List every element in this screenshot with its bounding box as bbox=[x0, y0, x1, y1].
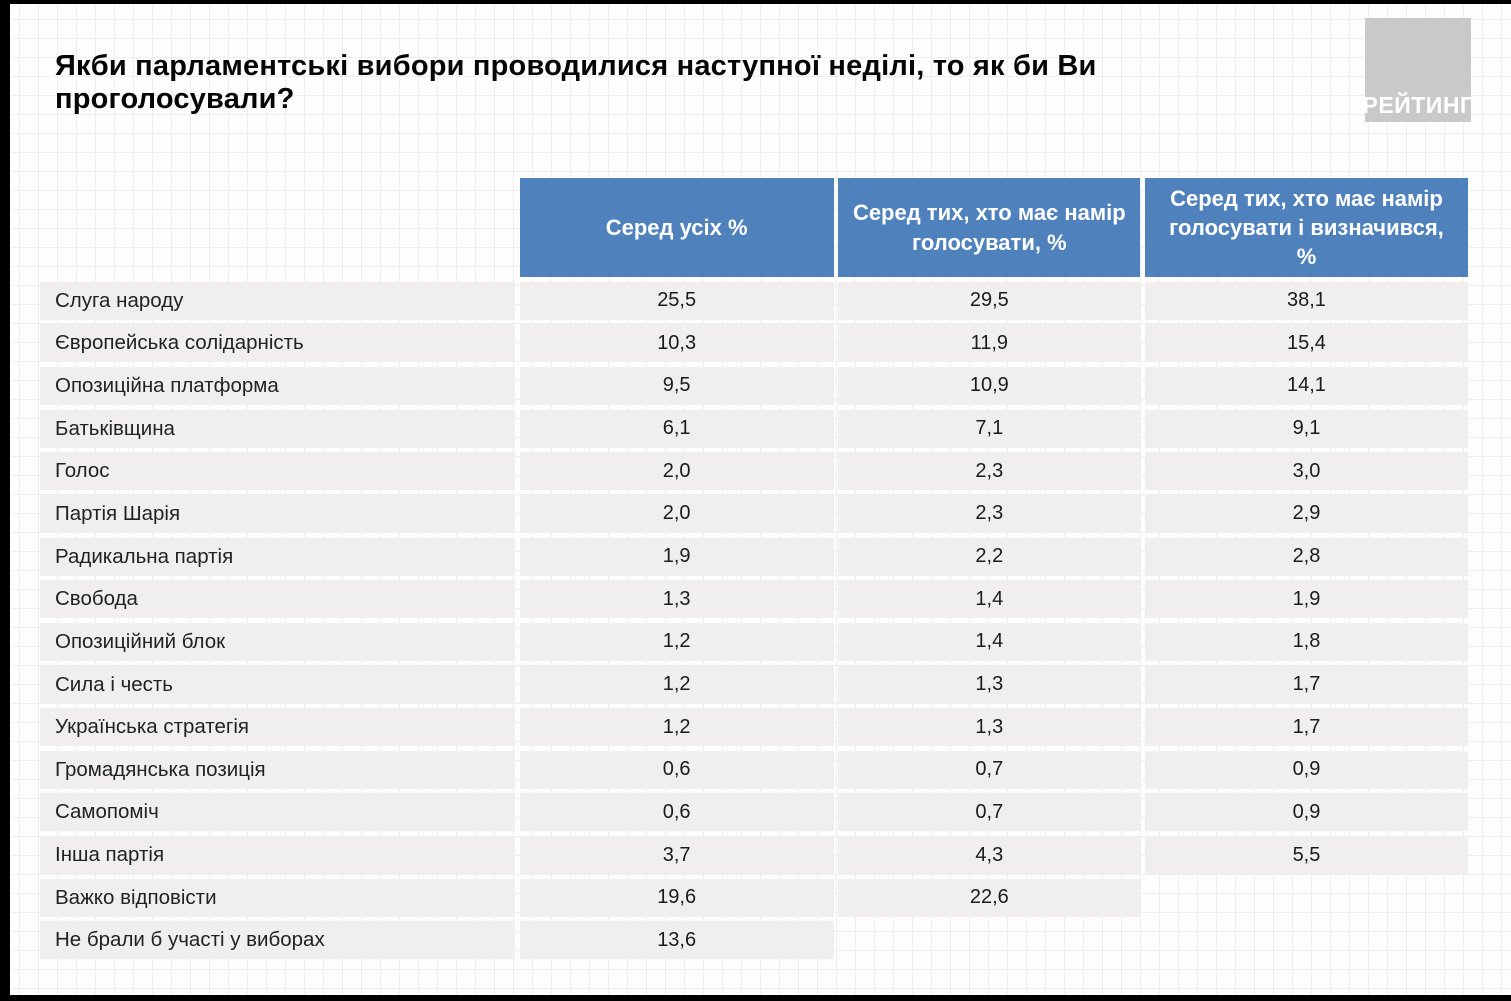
party-name-cell: Батьківщина bbox=[40, 409, 515, 448]
value-cell-intend-to-vote: 22,6 bbox=[838, 878, 1141, 917]
rating-group-logo-text: РЕЙТИНГ bbox=[1362, 92, 1474, 118]
table-row: Інша партія 3,7 4,3 5,5 bbox=[40, 836, 1468, 875]
column-header-among-all: Серед усіх % bbox=[519, 178, 834, 277]
page-title: Якби парламентські вибори проводилися на… bbox=[55, 50, 1097, 115]
value-cell-among-all: 2,0 bbox=[519, 452, 834, 491]
party-name-cell: Опозиційний блок bbox=[40, 622, 515, 661]
value-cell-intend-to-vote: 1,3 bbox=[838, 708, 1141, 747]
value-cell-intend-and-decided: 1,7 bbox=[1144, 665, 1468, 704]
table-row: Батьківщина 6,1 7,1 9,1 bbox=[40, 409, 1468, 448]
table-row: Європейська солідарність 10,3 11,9 15,4 bbox=[40, 324, 1468, 363]
value-cell-intend-to-vote: 1,4 bbox=[838, 580, 1141, 619]
value-cell-intend-to-vote: 2,3 bbox=[838, 494, 1141, 533]
table-row: Українська стратегія 1,2 1,3 1,7 bbox=[40, 708, 1468, 747]
slide-edge-top bbox=[0, 0, 1511, 4]
slide-edge-bottom bbox=[0, 995, 1511, 1001]
party-name-cell: Громадянська позиція bbox=[40, 750, 515, 789]
value-cell-intend-to-vote: 2,3 bbox=[838, 452, 1141, 491]
party-name-cell: Не брали б участі у виборах bbox=[40, 921, 515, 960]
value-cell-among-all: 1,9 bbox=[519, 537, 834, 576]
table-row: Важко відповісти 19,6 22,6 bbox=[40, 878, 1468, 917]
value-cell-among-all: 25,5 bbox=[519, 281, 834, 320]
party-name-cell: Європейська солідарність bbox=[40, 324, 515, 363]
party-name-cell: Інша партія bbox=[40, 836, 515, 875]
value-cell-intend-and-decided: 15,4 bbox=[1144, 324, 1468, 363]
value-cell-intend-and-decided: 14,1 bbox=[1144, 366, 1468, 405]
value-cell-intend-to-vote: 29,5 bbox=[838, 281, 1141, 320]
value-cell-intend-and-decided: 2,8 bbox=[1144, 537, 1468, 576]
value-cell-among-all: 1,2 bbox=[519, 665, 834, 704]
value-cell-among-all: 1,2 bbox=[519, 708, 834, 747]
table-row: Самопоміч 0,6 0,7 0,9 bbox=[40, 793, 1468, 832]
table-row: Не брали б участі у виборах 13,6 bbox=[40, 921, 1468, 960]
table-row: Голос 2,0 2,3 3,0 bbox=[40, 452, 1468, 491]
table-header-row: Серед усіх % Серед тих, хто має намір го… bbox=[40, 178, 1468, 277]
table-row: Партія Шарія 2,0 2,3 2,9 bbox=[40, 494, 1468, 533]
value-cell-intend-to-vote: 4,3 bbox=[838, 836, 1141, 875]
party-name-cell: Слуга народу bbox=[40, 281, 515, 320]
value-cell-intend-and-decided bbox=[1145, 921, 1468, 959]
value-cell-intend-to-vote: 1,4 bbox=[838, 622, 1141, 661]
rating-group-logo: РЕЙТИНГ bbox=[1362, 18, 1474, 122]
value-cell-among-all: 1,3 bbox=[519, 580, 834, 619]
value-cell-intend-to-vote: 10,9 bbox=[838, 366, 1141, 405]
value-cell-intend-and-decided: 2,9 bbox=[1144, 494, 1468, 533]
value-cell-intend-to-vote: 7,1 bbox=[838, 409, 1141, 448]
slide-edge-left bbox=[0, 0, 10, 1001]
value-cell-among-all: 0,6 bbox=[519, 793, 834, 832]
column-header-intend-and-decided: Серед тих, хто має намір голосувати і ви… bbox=[1144, 178, 1468, 277]
value-cell-intend-and-decided: 9,1 bbox=[1144, 409, 1468, 448]
value-cell-among-all: 9,5 bbox=[519, 366, 834, 405]
table-row: Свобода 1,3 1,4 1,9 bbox=[40, 580, 1468, 619]
column-header-intend-to-vote: Серед тих, хто має намір голосувати, % bbox=[838, 178, 1141, 277]
value-cell-among-all: 10,3 bbox=[519, 324, 834, 363]
party-name-cell: Радикальна партія bbox=[40, 537, 515, 576]
value-cell-intend-to-vote bbox=[838, 921, 1140, 959]
party-name-cell: Партія Шарія bbox=[40, 494, 515, 533]
value-cell-intend-and-decided: 3,0 bbox=[1144, 452, 1468, 491]
table-row: Сила і честь 1,2 1,3 1,7 bbox=[40, 665, 1468, 704]
value-cell-intend-and-decided: 1,8 bbox=[1144, 622, 1468, 661]
poll-results-table: Серед усіх % Серед тих, хто має намір го… bbox=[40, 178, 1468, 964]
party-name-cell: Свобода bbox=[40, 580, 515, 619]
party-name-cell: Опозиційна платформа bbox=[40, 366, 515, 405]
value-cell-among-all: 19,6 bbox=[519, 878, 834, 917]
table-row: Громадянська позиція 0,6 0,7 0,9 bbox=[40, 750, 1468, 789]
value-cell-intend-and-decided: 1,7 bbox=[1144, 708, 1468, 747]
table-row: Опозиційна платформа 9,5 10,9 14,1 bbox=[40, 366, 1468, 405]
value-cell-intend-and-decided: 0,9 bbox=[1144, 750, 1468, 789]
party-name-cell: Самопоміч bbox=[40, 793, 515, 832]
value-cell-intend-to-vote: 11,9 bbox=[838, 324, 1141, 363]
value-cell-intend-to-vote: 1,3 bbox=[838, 665, 1141, 704]
value-cell-intend-to-vote: 0,7 bbox=[838, 750, 1141, 789]
table-body: Слуга народу 25,5 29,5 38,1 Європейська … bbox=[40, 281, 1468, 960]
party-name-cell: Українська стратегія bbox=[40, 708, 515, 747]
value-cell-among-all: 2,0 bbox=[519, 494, 834, 533]
table-row: Радикальна партія 1,9 2,2 2,8 bbox=[40, 537, 1468, 576]
value-cell-among-all: 1,2 bbox=[519, 622, 834, 661]
value-cell-intend-and-decided: 1,9 bbox=[1144, 580, 1468, 619]
value-cell-among-all: 13,6 bbox=[519, 921, 834, 960]
table-row: Слуга народу 25,5 29,5 38,1 bbox=[40, 281, 1468, 320]
party-name-cell: Важко відповісти bbox=[40, 878, 515, 917]
party-name-cell: Голос bbox=[40, 452, 515, 491]
value-cell-among-all: 3,7 bbox=[519, 836, 834, 875]
value-cell-among-all: 0,6 bbox=[519, 750, 834, 789]
value-cell-intend-to-vote: 0,7 bbox=[838, 793, 1141, 832]
party-name-cell: Сила і честь bbox=[40, 665, 515, 704]
value-cell-among-all: 6,1 bbox=[519, 409, 834, 448]
table-header-spacer bbox=[40, 178, 515, 277]
value-cell-intend-and-decided: 0,9 bbox=[1144, 793, 1468, 832]
value-cell-intend-and-decided: 5,5 bbox=[1144, 836, 1468, 875]
value-cell-intend-and-decided: 38,1 bbox=[1144, 281, 1468, 320]
value-cell-intend-and-decided bbox=[1145, 879, 1468, 917]
table-row: Опозиційний блок 1,2 1,4 1,8 bbox=[40, 622, 1468, 661]
value-cell-intend-to-vote: 2,2 bbox=[838, 537, 1141, 576]
